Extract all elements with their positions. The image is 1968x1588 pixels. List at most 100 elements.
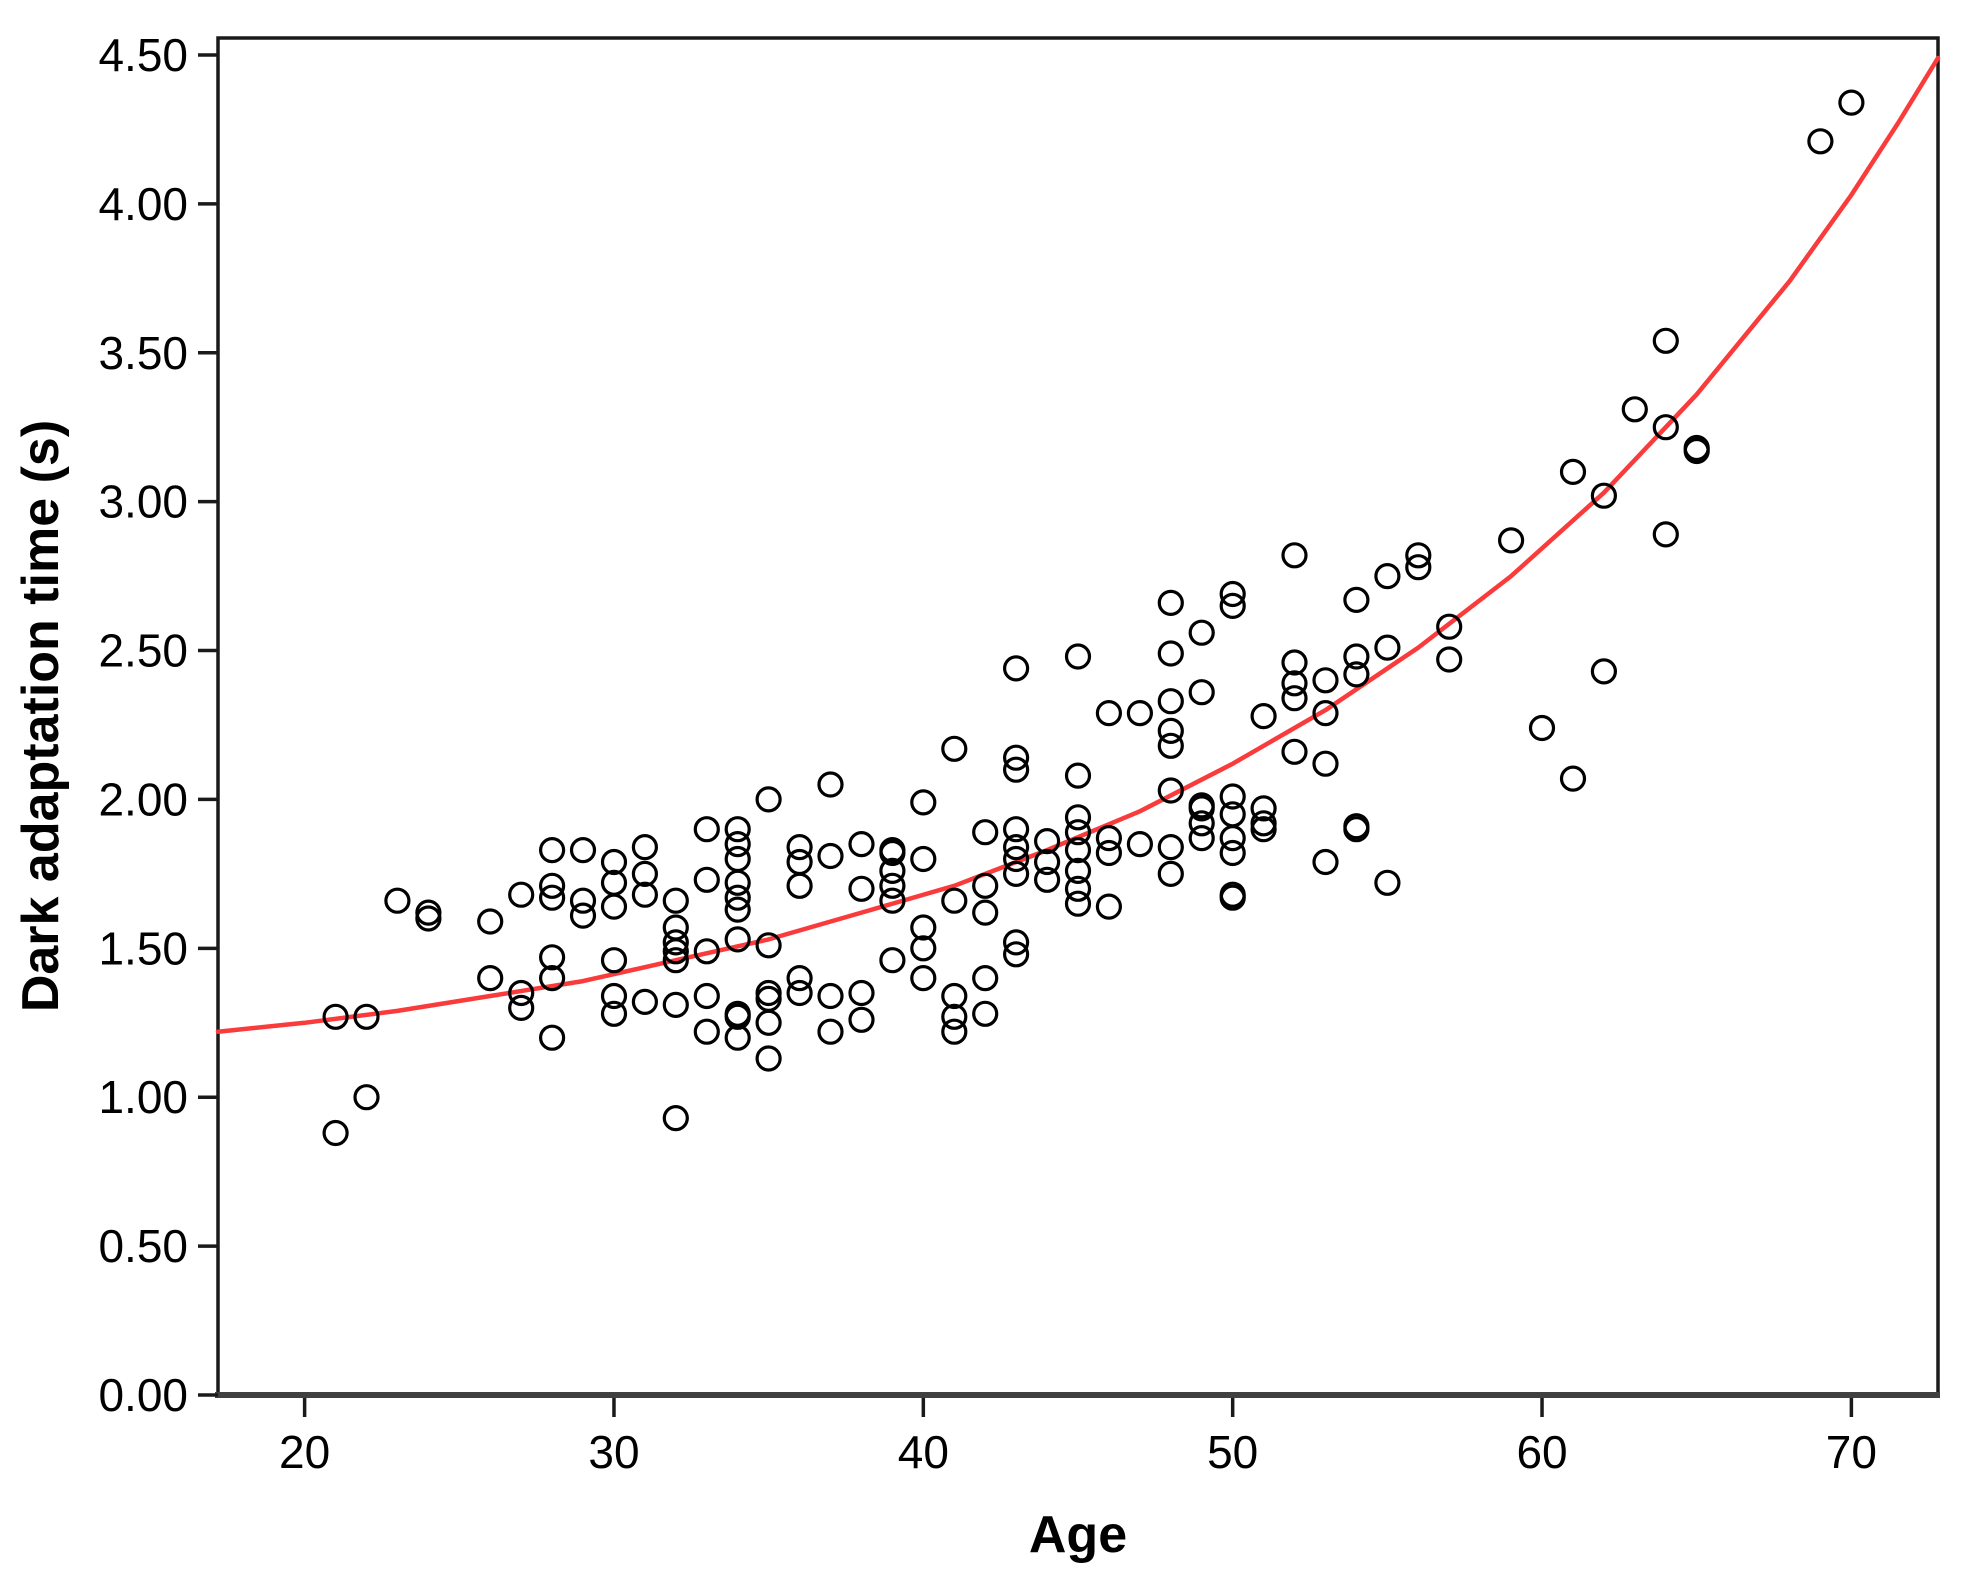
- data-point-marker: [1312, 699, 1339, 727]
- data-point-marker: [477, 964, 504, 992]
- data-point-marker: [1343, 586, 1370, 614]
- data-point-marker: [1002, 941, 1030, 968]
- data-point-marker: [538, 1024, 566, 1051]
- data-point-marker: [848, 979, 875, 1007]
- data-point-marker: [1064, 836, 1092, 864]
- data-point-marker: [817, 982, 844, 1010]
- y-tick-label: 2.00: [98, 773, 188, 825]
- data-point-marker: [1559, 765, 1587, 792]
- data-point-marker: [817, 1018, 844, 1045]
- data-point-marker: [1095, 699, 1123, 727]
- x-tick-label: 40: [898, 1426, 949, 1478]
- data-point-marker: [1590, 482, 1618, 509]
- data-point-marker: [910, 914, 937, 941]
- data-point-marker: [662, 1104, 689, 1132]
- y-tick-label: 4.00: [98, 178, 188, 230]
- data-point-marker: [662, 929, 689, 956]
- data-point-marker: [353, 1084, 380, 1111]
- data-point-marker: [1281, 685, 1308, 712]
- data-point-marker: [1157, 589, 1184, 617]
- data-point-marker: [1219, 839, 1246, 867]
- y-tick-label: 3.00: [98, 476, 188, 528]
- data-point-marker: [817, 842, 844, 870]
- data-point-marker: [1219, 824, 1246, 852]
- data-point-marker: [1188, 679, 1215, 706]
- data-point-marker: [786, 964, 813, 992]
- data-point-marker: [972, 872, 999, 899]
- data-point-marker: [1095, 839, 1123, 867]
- data-point-marker: [1219, 580, 1246, 608]
- data-point-marker: [415, 905, 442, 932]
- data-point-marker: [972, 899, 999, 926]
- data-point-marker: [1436, 646, 1463, 673]
- data-point-marker: [538, 836, 566, 864]
- data-point-marker: [569, 887, 597, 914]
- data-point-marker: [1497, 527, 1525, 554]
- data-point-marker: [508, 881, 535, 908]
- data-point-marker: [1002, 816, 1030, 843]
- data-point-marker: [941, 1003, 968, 1030]
- data-point-marker: [786, 979, 813, 1007]
- data-point-marker: [1652, 327, 1679, 354]
- data-point-marker: [941, 735, 968, 762]
- data-point-marker: [1188, 824, 1215, 852]
- data-point-marker: [786, 848, 813, 876]
- data-point-marker: [1343, 661, 1370, 688]
- data-point-marker: [755, 1045, 782, 1072]
- data-point-marker: [662, 887, 689, 914]
- data-point-marker: [724, 869, 751, 896]
- data-point-marker: [817, 771, 844, 798]
- data-point-marker: [600, 947, 628, 974]
- data-point-marker: [1343, 816, 1370, 843]
- y-axis-title: Dark adaptation time (s): [12, 420, 70, 1012]
- data-point-marker: [1621, 396, 1648, 423]
- data-point-marker: [910, 964, 937, 992]
- plot-frame: [216, 36, 1940, 1397]
- data-point-marker: [910, 845, 937, 873]
- data-point-marker: [1312, 667, 1339, 694]
- data-point-marker: [1002, 845, 1030, 873]
- data-point-marker: [569, 902, 597, 929]
- x-tick-label: 30: [588, 1426, 639, 1478]
- data-point-marker: [1126, 699, 1154, 727]
- x-tick-label: 50: [1207, 1426, 1258, 1478]
- data-point-marker: [1033, 827, 1061, 855]
- data-point-marker: [1157, 640, 1184, 667]
- data-point-marker: [508, 994, 535, 1022]
- data-point-marker: [1374, 562, 1401, 590]
- data-point-marker: [662, 947, 689, 974]
- data-point-marker: [1002, 929, 1030, 956]
- data-point-marker: [879, 857, 906, 885]
- data-point-marker: [322, 1003, 349, 1030]
- data-point-marker: [693, 982, 720, 1010]
- data-point-marker: [1528, 714, 1556, 742]
- data-point-marker: [1838, 89, 1865, 116]
- data-point-marker: [972, 819, 999, 846]
- data-point-marker: [1312, 750, 1339, 777]
- y-tick-label: 4.50: [98, 29, 188, 81]
- data-point-marker: [1126, 830, 1154, 858]
- data-point-marker: [1095, 893, 1123, 920]
- data-point-marker: [1064, 875, 1092, 902]
- data-point-marker: [1312, 848, 1339, 876]
- data-point-marker: [1250, 816, 1277, 843]
- data-point-marker: [1405, 554, 1432, 581]
- data-point-marker: [1683, 437, 1710, 465]
- data-point-marker: [755, 786, 782, 813]
- data-point-marker: [972, 1000, 999, 1027]
- data-point-marker: [508, 979, 535, 1007]
- data-point-marker: [693, 816, 720, 843]
- y-tick-label: 0.00: [98, 1369, 188, 1421]
- plot-area: 20 30 40 50 60 70 0.00 0.50 1.00 1.50 2.00 2.50 3.00…: [98, 29, 1941, 1478]
- data-point-marker: [724, 1024, 751, 1051]
- data-point-marker: [1250, 702, 1277, 730]
- data-point-marker: [322, 1119, 349, 1147]
- data-point-marker: [1002, 744, 1030, 771]
- data-point-marker: [755, 932, 782, 959]
- data-point-marker: [600, 893, 628, 920]
- data-point-marker: [786, 833, 813, 861]
- data-point-marker: [600, 1000, 628, 1027]
- data-point-marker: [631, 833, 659, 861]
- data-point-marker: [1033, 866, 1061, 893]
